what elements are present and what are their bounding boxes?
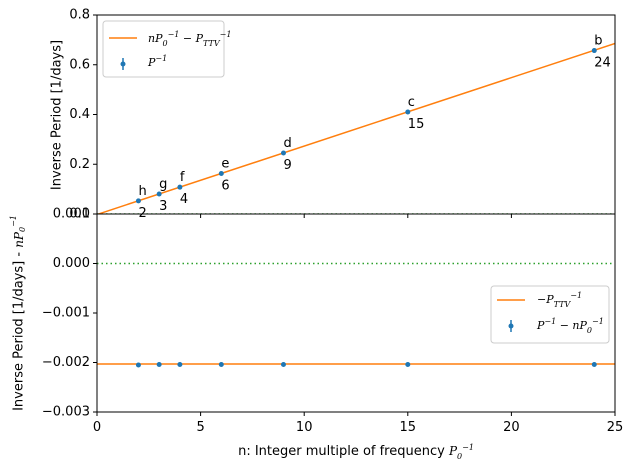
top-panel: 0.0 0.2 0.4 0.6 0.8 h 2g 3f 4 e 6 d 9 c 15 b 24 Inverse…: [50, 8, 616, 222]
bottom-xlabel: n: Integer multiple of frequency P0−1: [238, 443, 474, 461]
bottom-data-point: [218, 361, 224, 367]
planet-letter-label: c: [408, 95, 415, 110]
harmonic-n-label: 4: [180, 192, 188, 207]
bottom-points: [135, 361, 597, 368]
top-ytick-label: 0.0: [69, 207, 90, 222]
bottom-x-ticks: 0 5 10 15 20 25: [93, 412, 623, 435]
bottom-xtick-label: 5: [196, 420, 204, 435]
bottom-legend-point-marker: [508, 323, 514, 329]
bottom-xtick-label: 25: [607, 420, 624, 435]
top-y-ticks: 0.0 0.2 0.4 0.6 0.8: [69, 8, 616, 222]
bottom-ytick-label: 0.000: [53, 256, 90, 271]
harmonic-n-label: 24: [594, 56, 611, 71]
bottom-data-point: [591, 361, 597, 367]
top-legend-point-marker: [120, 61, 126, 67]
bottom-ytick-label: −0.003: [42, 405, 90, 420]
planet-letter-label: h: [138, 184, 146, 199]
harmonic-n-label: 2: [138, 206, 146, 221]
harmonic-n-label: 9: [283, 158, 291, 173]
bottom-data-point: [177, 361, 183, 367]
bottom-data-point: [156, 361, 162, 367]
planet-letter-label: f: [180, 170, 185, 185]
bottom-xtick-label: 20: [503, 420, 520, 435]
top-ytick-label: 0.8: [69, 8, 90, 23]
planet-letter-label: g: [159, 177, 167, 192]
bottom-data-point: [405, 361, 411, 367]
planet-letter-label: d: [283, 136, 291, 151]
planet-letter-label: e: [221, 157, 229, 172]
top-data-point: [156, 191, 162, 197]
bottom-xtick-label: 15: [400, 420, 417, 435]
bottom-ytick-label: −0.002: [42, 355, 90, 370]
top-annotations: h 2g 3f 4 e 6 d 9 c 15 b 24: [138, 34, 610, 221]
top-data-point: [405, 109, 411, 115]
top-data-point: [591, 48, 597, 54]
harmonic-n-label: 15: [408, 117, 425, 132]
bottom-ytick-label: −0.001: [42, 306, 90, 321]
top-ylabel: Inverse Period [1/days]: [50, 40, 65, 190]
bottom-xtick-label: 0: [93, 420, 101, 435]
top-ytick-label: 0.6: [69, 57, 90, 72]
top-ytick-label: 0.2: [69, 157, 90, 172]
bottom-data-point: [135, 362, 141, 368]
top-data-point: [177, 184, 183, 190]
top-fit-line: [97, 42, 615, 214]
bottom-ytick-label: 0.001: [53, 207, 90, 222]
bottom-legend: −PTTV−1 P−1 − nP0−1: [490, 285, 610, 344]
bottom-axes-frame: [96, 213, 616, 413]
bottom-xtick-label: 10: [296, 420, 313, 435]
top-points: [135, 48, 597, 204]
planet-letter-label: b: [594, 34, 602, 49]
harmonic-n-label: 3: [159, 199, 167, 214]
top-data-point: [135, 198, 141, 204]
top-data-point: [280, 150, 286, 156]
top-legend-box: [102, 20, 225, 78]
top-ytick-label: 0.4: [69, 107, 90, 122]
top-legend: nP0−1 − PTTV−1 P−1: [102, 20, 231, 78]
bottom-data-point: [280, 361, 286, 367]
bottom-ylabel: Inverse Period [1/days] - nP0−1: [9, 215, 27, 411]
top-data-point: [218, 171, 224, 177]
bottom-y-ticks: −0.003 −0.002 −0.001 0.000 0.001: [42, 207, 97, 420]
harmonic-n-label: 6: [221, 179, 229, 194]
